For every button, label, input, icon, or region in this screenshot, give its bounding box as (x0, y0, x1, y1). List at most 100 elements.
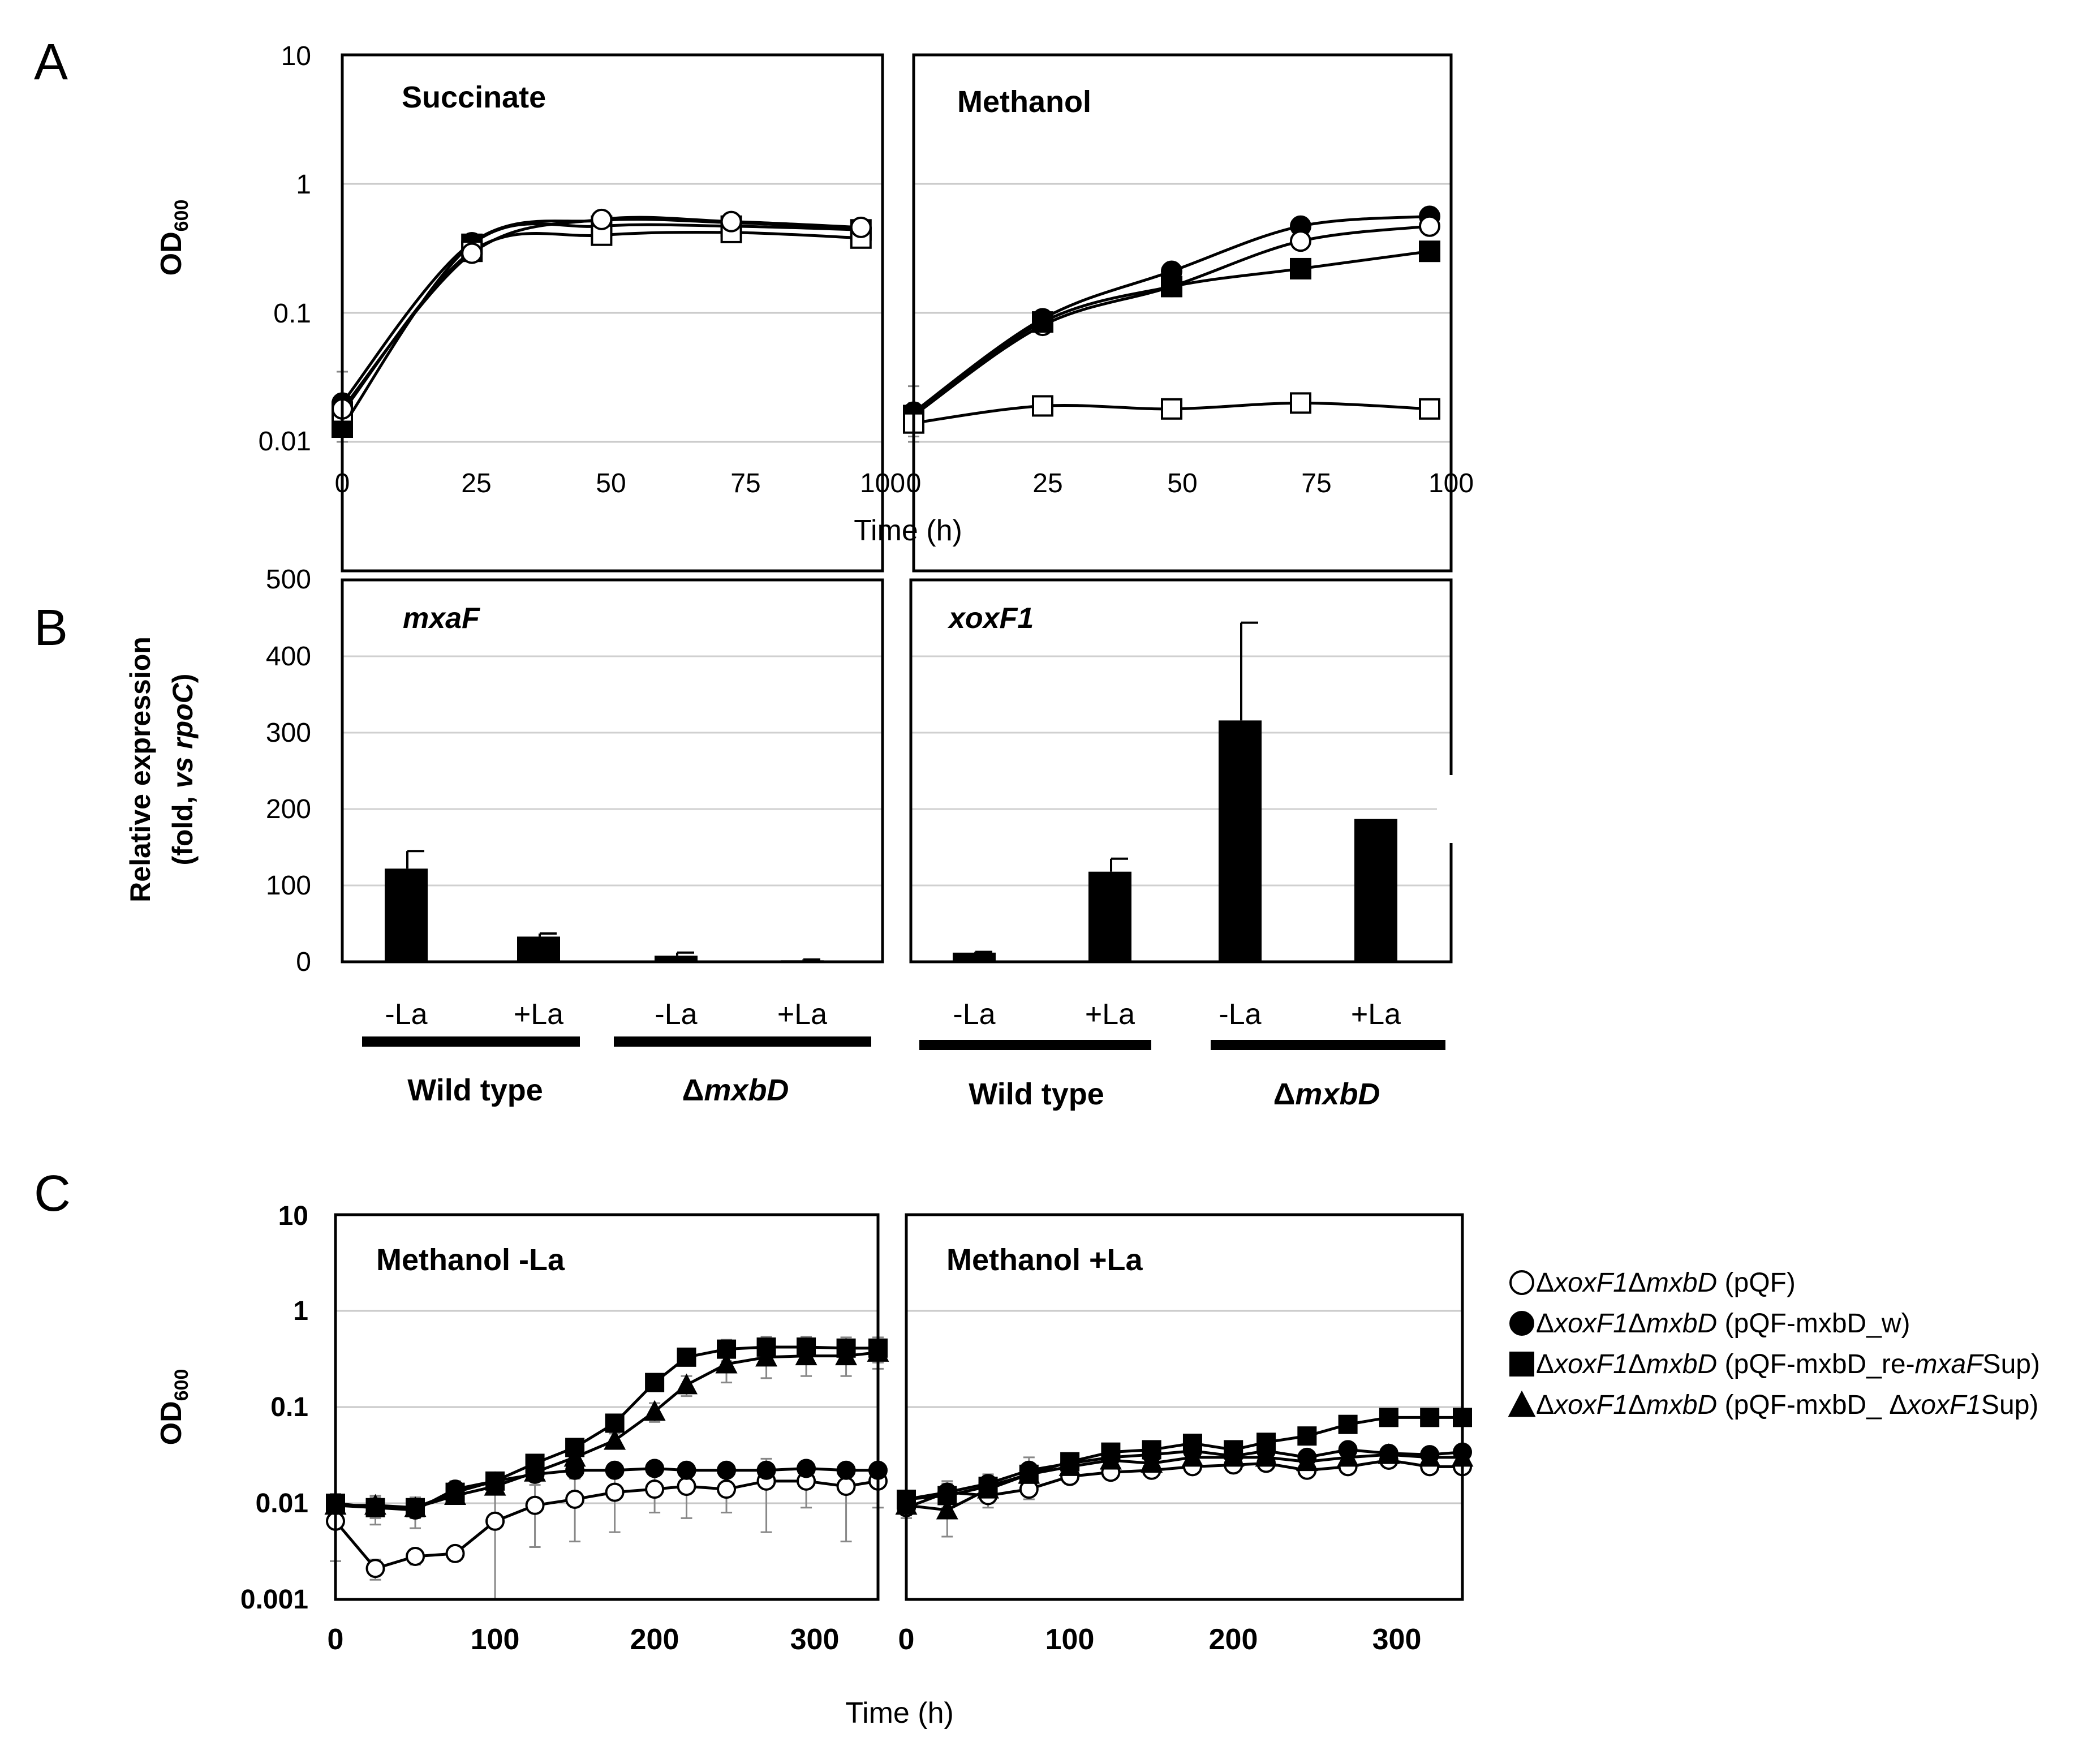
group-label-mxbD: ΔmxbD (1273, 1077, 1380, 1111)
title-succinate: Succinate (402, 80, 546, 114)
legend-marker (1508, 1390, 1536, 1417)
data-point-filled-triangle (835, 1344, 858, 1366)
legend-text: mxbD (1646, 1349, 1717, 1379)
x-tick-label: 100 (860, 468, 905, 498)
data-point-filled-triangle (1141, 1452, 1163, 1473)
data-point-open-circle (605, 1482, 625, 1502)
x-tick-label: 200 (1209, 1623, 1258, 1656)
delta-glyph: Δ (682, 1073, 704, 1107)
legend-text: mxbD (1646, 1268, 1717, 1298)
legend-entry: ΔxoxF1ΔmxbD (pQF-mxbD_re-mxaFSup) (1536, 1349, 2040, 1379)
y-tick-label: 0 (296, 947, 311, 977)
y-tick-label: 100 (266, 871, 311, 901)
x-tick-label: 0 (328, 1623, 344, 1656)
legend-text: xoxF1 (1553, 1309, 1628, 1339)
data-point-filled-triangle (604, 1429, 626, 1450)
x-tick-label: 100 (1045, 1623, 1095, 1656)
data-point-open-square (1290, 392, 1311, 414)
plot-xoxF1 (953, 621, 1397, 962)
data-point-filled-triangle (936, 1498, 958, 1520)
category-label: +La (1085, 998, 1135, 1031)
data-point-filled-triangle (484, 1474, 506, 1496)
data-point-filled-square (1182, 1434, 1202, 1453)
data-point-filled-triangle (1255, 1446, 1277, 1467)
y-label-od-sub: 600 (171, 200, 192, 232)
y-tick-label: 1 (296, 170, 311, 200)
group-bracket (1211, 1040, 1445, 1050)
data-point-open-circle (850, 216, 872, 238)
data-point-open-circle (485, 1511, 505, 1531)
title-methanol: Methanol (957, 85, 1091, 119)
data-point-filled-circle (645, 1459, 665, 1478)
x-tick-label: 0 (335, 468, 350, 498)
data-point-filled-square (1338, 1414, 1358, 1434)
legend-entry: ΔxoxF1ΔmxbD (pQF) (1536, 1268, 1796, 1298)
group-label-mxbD: ΔmxbD (682, 1073, 789, 1107)
data-point-filled-triangle (715, 1352, 738, 1374)
y-tick-label: 1 (293, 1296, 308, 1326)
ylabel-space (167, 749, 199, 757)
legend-text: mxaF (1915, 1349, 1985, 1379)
data-point-filled-triangle (1222, 1446, 1245, 1467)
data-point-filled-circle (605, 1460, 625, 1480)
data-point-filled-triangle (1418, 1446, 1441, 1467)
data-point-filled-circle (797, 1459, 816, 1478)
x-tick-label: 75 (730, 468, 760, 498)
data-point-filled-square (645, 1373, 665, 1392)
legend-text: Δ (1628, 1390, 1646, 1420)
bar--La (385, 868, 428, 962)
grid-a1 (342, 183, 883, 443)
legend-text: xoxF1 (1906, 1390, 1981, 1420)
data-point-open-circle (525, 1495, 545, 1515)
data-point-open-circle (565, 1489, 585, 1509)
data-point-filled-square (1419, 240, 1440, 263)
x-tick-label: 100 (471, 1623, 520, 1656)
data-point-filled-triangle (563, 1446, 586, 1467)
x-tick-label: 50 (596, 468, 626, 498)
gene-name: mxbD (1295, 1077, 1380, 1111)
group-bracket (362, 1036, 580, 1047)
data-point-open-circle (677, 1477, 696, 1496)
category-label: +La (777, 998, 827, 1031)
y-tick-label: 0.1 (270, 1392, 308, 1422)
data-point-filled-triangle (795, 1344, 817, 1366)
y-axis-label-b-line2: (fold, vs rpoC) (167, 674, 199, 866)
y-tick-label: 0.1 (273, 299, 311, 329)
data-point-open-circle (1290, 230, 1311, 252)
legend-text: Δ (1536, 1268, 1554, 1298)
legend-entry: ΔxoxF1ΔmxbD (pQF-mxbD_w) (1536, 1309, 1910, 1339)
y-tick-label: 300 (266, 718, 311, 748)
x-tick-label: 25 (461, 468, 491, 498)
y-label-od: OD (155, 1401, 188, 1445)
data-point-open-circle (445, 1543, 465, 1563)
legend-text: (pQF-mxbD_ Δ (1717, 1390, 1907, 1420)
delta-glyph: Δ (1273, 1077, 1296, 1111)
category-label: +La (1351, 998, 1401, 1031)
data-point-filled-triangle (1337, 1446, 1359, 1467)
legend-text: Δ (1536, 1309, 1554, 1339)
x-tick-label: 100 (1428, 468, 1474, 498)
data-point-open-circle (717, 1479, 737, 1499)
data-point-filled-square (1379, 1408, 1398, 1427)
data-point-filled-circle (717, 1460, 737, 1480)
data-point-filled-square (1161, 276, 1182, 298)
plot-methanol-minus-la (324, 1335, 889, 1601)
legend-text: mxbD (1646, 1390, 1717, 1420)
y-tick-label: 0.001 (240, 1585, 308, 1615)
plot-succinate (332, 208, 872, 443)
data-point-open-circle (836, 1477, 856, 1496)
legend-entry: ΔxoxF1ΔmxbD (pQF-mxbD_ ΔxoxF1Sup) (1536, 1390, 2038, 1420)
group-bracket (614, 1036, 871, 1047)
data-point-open-circle (365, 1559, 385, 1578)
data-point-filled-circle (836, 1460, 856, 1480)
data-point-open-circle (720, 210, 742, 233)
y-label-od: OD (155, 231, 188, 276)
data-point-filled-triangle (977, 1477, 1000, 1499)
data-point-filled-triangle (643, 1400, 666, 1421)
legend-text: Sup) (1983, 1349, 2040, 1379)
legend: ΔxoxF1ΔmxbD (pQF) ΔxoxF1ΔmxbD (pQF-mxbD_w… (1508, 1268, 2040, 1420)
plot-methanol (903, 205, 1440, 443)
title-minus-la: Methanol -La (376, 1243, 565, 1277)
y-tick-label: 200 (266, 794, 311, 824)
